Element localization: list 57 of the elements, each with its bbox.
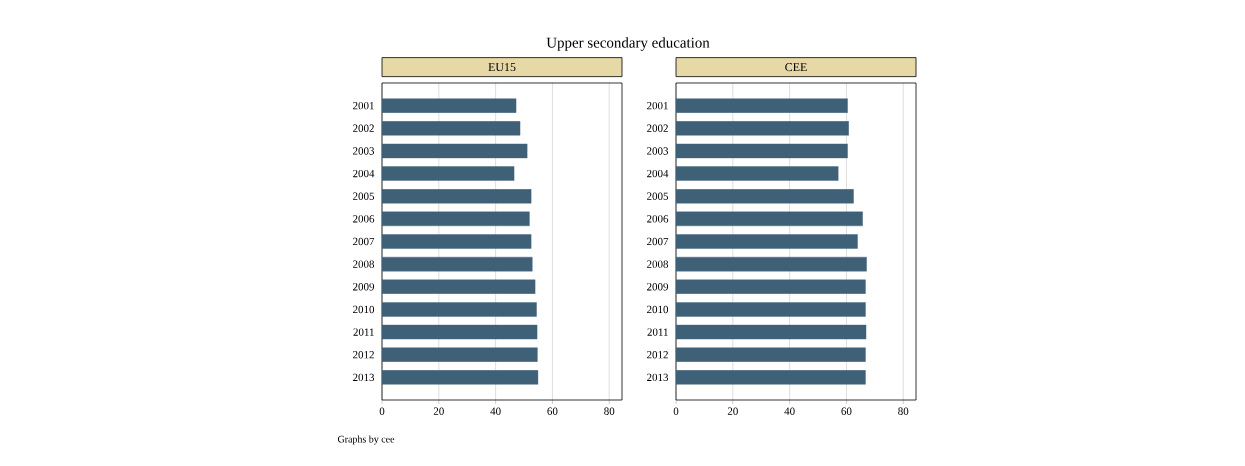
y-tick-label: 2013 [647, 373, 669, 382]
bar [382, 189, 532, 204]
bar [676, 279, 866, 294]
y-tick-label: 2007 [353, 237, 375, 246]
x-tick-label: 80 [604, 407, 615, 415]
bar [676, 189, 854, 204]
bar [676, 302, 866, 317]
x-tick-label: 60 [841, 407, 852, 415]
y-tick-label: 2009 [353, 283, 375, 291]
text: Upper secondary education [546, 37, 710, 51]
bar [676, 347, 866, 362]
bar [382, 302, 537, 317]
bar [676, 121, 849, 136]
y-tick-label: 2003 [647, 147, 669, 155]
chart-title: CEE [785, 63, 807, 72]
y-tick-label: 2008 [353, 260, 375, 268]
x-tick-label: 20 [433, 407, 444, 415]
bar [382, 166, 515, 181]
y-tick-label: 2008 [647, 260, 669, 268]
text: Graphs by cee [337, 435, 395, 445]
x-tick-label: 0 [379, 407, 385, 415]
x-tick-label: 20 [727, 407, 738, 415]
y-tick-label: 2010 [353, 305, 375, 314]
y-tick-label: 2006 [647, 215, 669, 223]
bar [382, 98, 517, 113]
y-tick-label: 2001 [353, 101, 374, 110]
y-tick-label: 2012 [647, 351, 668, 359]
y-tick-label: 2005 [353, 192, 375, 200]
bar [382, 347, 538, 362]
y-tick-label: 2011 [647, 328, 668, 336]
bar [676, 234, 858, 249]
y-tick-label: 2003 [353, 147, 375, 155]
x-tick-label: 80 [898, 407, 909, 415]
y-tick-label: 2005 [647, 192, 669, 200]
bar [382, 234, 532, 249]
bar [382, 121, 521, 136]
x-tick-label: 40 [490, 407, 501, 415]
chart-title: EU15 [488, 63, 516, 72]
bar [676, 370, 866, 385]
bar [382, 279, 536, 294]
y-tick-label: 2004 [647, 169, 669, 178]
y-tick-label: 2010 [647, 305, 669, 314]
x-tick-label: 0 [673, 407, 679, 415]
y-tick-label: 2012 [353, 351, 374, 359]
x-tick-label: 40 [784, 407, 795, 415]
y-tick-label: 2006 [353, 215, 375, 223]
bar [676, 166, 839, 181]
x-tick-label: 60 [547, 407, 558, 415]
y-tick-label: 2002 [353, 124, 374, 132]
y-tick-label: 2013 [353, 373, 375, 382]
y-tick-label: 2002 [647, 124, 668, 132]
bar [676, 98, 848, 113]
y-tick-label: 2009 [647, 283, 669, 291]
y-tick-label: 2011 [353, 328, 374, 336]
y-tick-label: 2001 [647, 101, 668, 110]
y-tick-label: 2004 [353, 169, 375, 178]
y-tick-label: 2007 [647, 237, 669, 246]
